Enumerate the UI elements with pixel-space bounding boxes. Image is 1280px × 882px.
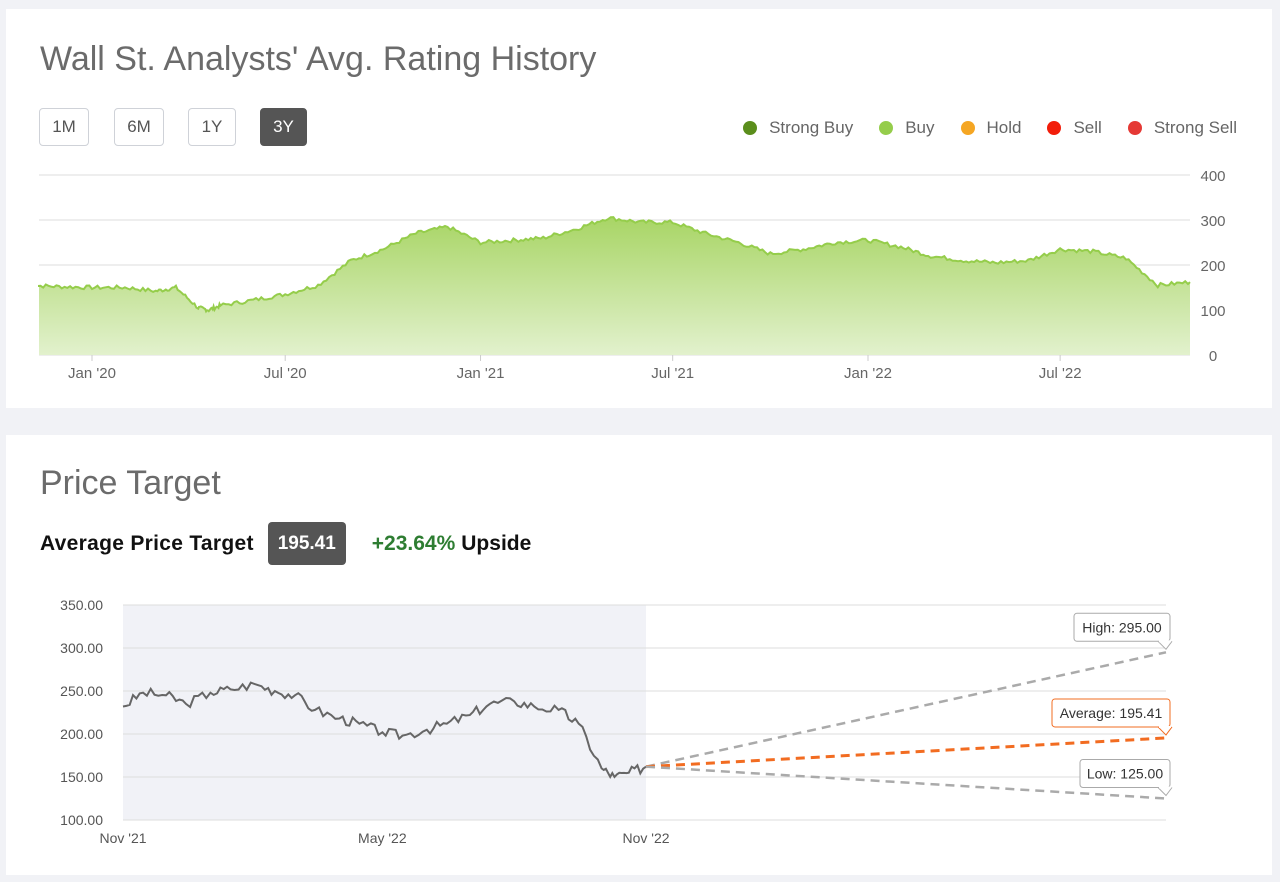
legend-label: Strong Sell xyxy=(1153,118,1237,137)
y-tick-label: 0 xyxy=(1209,348,1217,365)
rating-area-chart: 400 300 200 100 0 Jan '20 Jul '20 Jan '21 Jul '2… xyxy=(38,168,1226,382)
range-button-1y[interactable]: 1Y xyxy=(188,108,236,146)
series-line xyxy=(38,216,1191,314)
target-line xyxy=(645,736,1167,769)
target-label-text: High: 295.00 xyxy=(1082,619,1162,635)
target-line xyxy=(645,651,1167,768)
legend-item-strong-sell[interactable]: Strong Sell xyxy=(1127,118,1237,138)
rating-history-card: Wall St. Analysts' Avg. Rating History 1… xyxy=(6,9,1272,408)
target-label-pointer xyxy=(1157,787,1173,797)
y-tick-label: 200 xyxy=(1200,258,1225,275)
average-price-target-row: Average Price Target 195.41 +23.64% Upsid… xyxy=(40,522,531,565)
y-tick-label: 300.00 xyxy=(60,640,103,656)
x-tick-label: Nov '21 xyxy=(99,830,146,846)
target-label-text: Average: 195.41 xyxy=(1060,705,1163,721)
range-button-3y[interactable]: 3Y xyxy=(260,108,307,146)
target-label: High: 295.00 xyxy=(1073,612,1173,651)
upside-text: +23.64% Upside xyxy=(372,532,532,556)
price-target-chart: 350.00 300.00 250.00 200.00 150.00 100.00 High… xyxy=(60,597,1173,846)
series-area xyxy=(39,217,1190,355)
history-region xyxy=(123,605,646,820)
target-label: Average: 195.41 xyxy=(1051,698,1173,736)
y-tick-label: 100.00 xyxy=(60,812,103,828)
rating-legend: Strong Buy Buy Hold Sell Strong Sell xyxy=(717,118,1237,138)
legend-item-hold[interactable]: Hold xyxy=(960,118,1022,138)
average-price-target-badge: 195.41 xyxy=(267,522,346,565)
target-label-text: Low: 125.00 xyxy=(1087,766,1163,782)
price-target-card: Price Target Average Price Target 195.41… xyxy=(6,435,1272,875)
x-tick-label: Jul '21 xyxy=(651,365,694,382)
upside-word: Upside xyxy=(461,531,532,555)
legend-item-buy[interactable]: Buy xyxy=(879,118,935,138)
x-tick-label: Jul '22 xyxy=(1039,365,1082,382)
x-tick-label: May '22 xyxy=(358,830,407,846)
target-label-box xyxy=(1051,698,1171,728)
rating-history-title: Wall St. Analysts' Avg. Rating History xyxy=(40,40,597,78)
legend-item-sell[interactable]: Sell xyxy=(1047,118,1102,138)
legend-label: Buy xyxy=(905,118,935,137)
legend-label: Sell xyxy=(1073,118,1102,137)
x-tick-label: Jan '20 xyxy=(68,365,116,382)
legend-item-strong-buy[interactable]: Strong Buy xyxy=(743,118,853,138)
legend-dot xyxy=(1047,121,1062,135)
price-line xyxy=(122,681,647,779)
target-label-box xyxy=(1079,759,1171,788)
y-tick-label: 200.00 xyxy=(60,726,103,742)
range-button-1m[interactable]: 1M xyxy=(39,108,89,146)
legend-dot xyxy=(1127,121,1142,135)
x-tick-label: Jan '21 xyxy=(457,365,505,382)
price-target-title: Price Target xyxy=(40,464,221,502)
legend-label: Strong Buy xyxy=(769,118,854,137)
legend-dot xyxy=(879,121,894,135)
y-tick-label: 400 xyxy=(1200,168,1225,185)
legend-dot xyxy=(960,121,975,135)
target-line xyxy=(645,765,1167,800)
legend-label: Hold xyxy=(986,118,1022,137)
upside-percent: +23.64% xyxy=(371,531,456,555)
x-tick-label: Jan '22 xyxy=(844,365,892,382)
legend-dot xyxy=(743,121,758,135)
y-tick-label: 150.00 xyxy=(60,769,103,785)
x-tick-label: Jul '20 xyxy=(264,365,307,382)
y-tick-label: 250.00 xyxy=(60,683,103,699)
target-label: Low: 125.00 xyxy=(1079,759,1173,797)
x-tick-label: Nov '22 xyxy=(622,830,669,846)
target-label-pointer xyxy=(1157,726,1173,736)
range-button-6m[interactable]: 6M xyxy=(114,108,164,146)
y-tick-label: 350.00 xyxy=(60,597,103,613)
target-label-pointer xyxy=(1157,640,1173,651)
y-tick-label: 100 xyxy=(1200,303,1225,320)
target-label-box xyxy=(1073,612,1171,642)
y-tick-label: 300 xyxy=(1200,213,1225,230)
average-price-target-label: Average Price Target xyxy=(40,531,254,555)
